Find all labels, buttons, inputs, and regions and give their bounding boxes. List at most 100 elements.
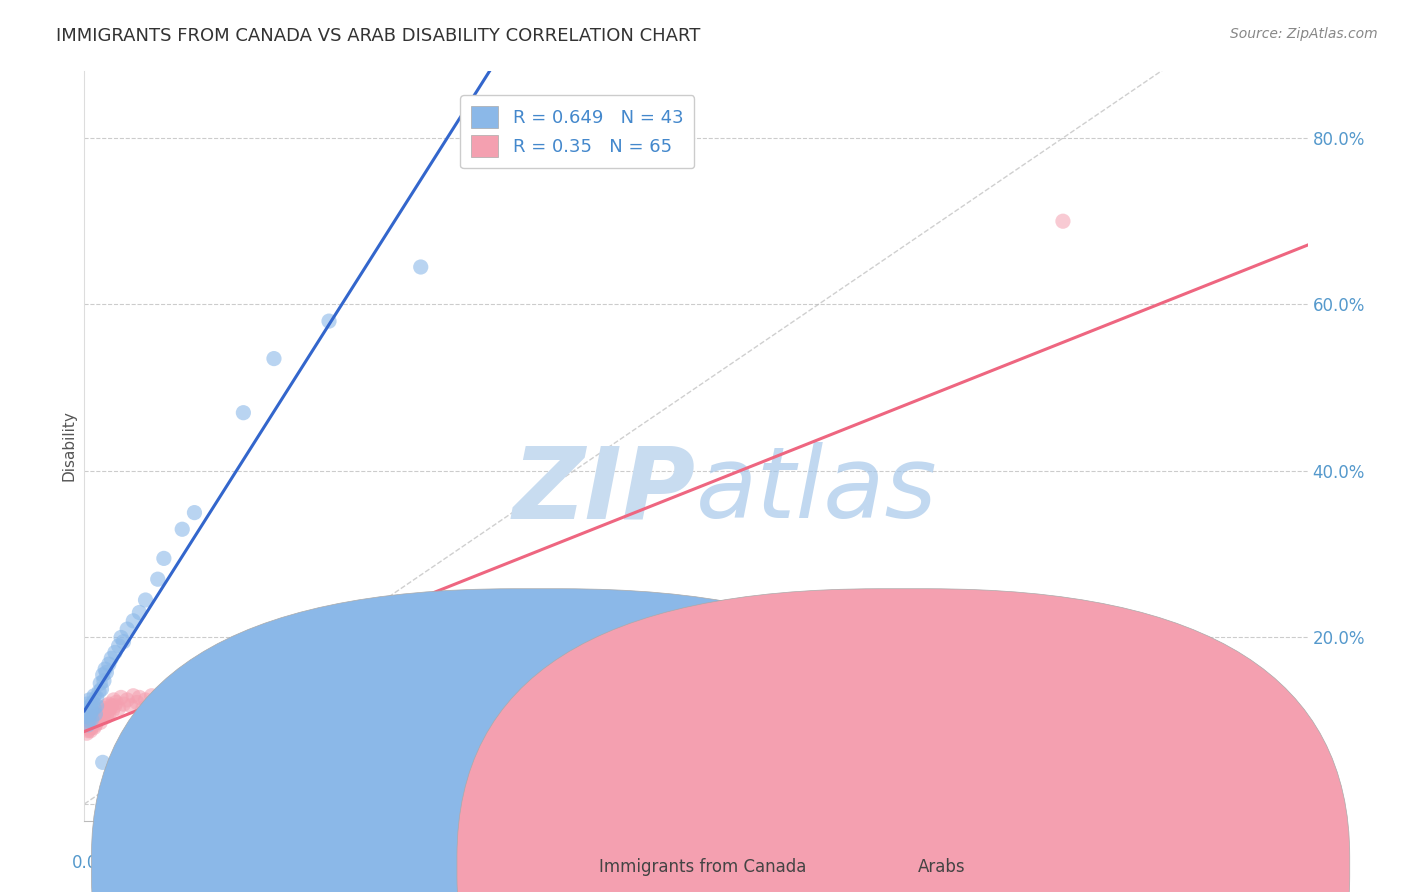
Point bbox=[440, 693, 463, 707]
Point bbox=[86, 707, 108, 722]
Point bbox=[80, 704, 103, 718]
Text: Immigrants from Canada: Immigrants from Canada bbox=[599, 858, 807, 876]
Point bbox=[84, 707, 107, 722]
Point bbox=[132, 701, 155, 715]
Point bbox=[128, 606, 150, 620]
Point bbox=[76, 697, 98, 711]
Point bbox=[219, 693, 242, 707]
Point bbox=[287, 695, 309, 709]
Point bbox=[77, 706, 100, 720]
Point bbox=[76, 701, 98, 715]
Text: Source: ZipAtlas.com: Source: ZipAtlas.com bbox=[1230, 27, 1378, 41]
Point bbox=[97, 707, 120, 722]
Point bbox=[135, 693, 157, 707]
Point bbox=[77, 714, 100, 728]
Point bbox=[172, 693, 194, 707]
Point bbox=[257, 693, 280, 707]
Point bbox=[153, 695, 176, 709]
Point bbox=[245, 687, 267, 701]
Point bbox=[87, 684, 110, 698]
Point bbox=[100, 698, 122, 713]
Point bbox=[100, 651, 122, 665]
Point bbox=[409, 260, 432, 274]
Point bbox=[125, 695, 148, 709]
Point bbox=[91, 756, 114, 770]
Point bbox=[80, 712, 103, 726]
FancyBboxPatch shape bbox=[91, 589, 984, 892]
Point bbox=[90, 682, 112, 697]
Point bbox=[183, 687, 205, 701]
Point bbox=[120, 698, 142, 713]
Point bbox=[84, 718, 107, 732]
Point bbox=[107, 639, 129, 653]
Point bbox=[263, 351, 285, 366]
Point bbox=[96, 665, 118, 680]
Point bbox=[93, 673, 115, 688]
Point bbox=[1052, 214, 1074, 228]
Point bbox=[367, 697, 389, 711]
Point bbox=[128, 690, 150, 705]
Point bbox=[122, 689, 145, 703]
Point bbox=[165, 690, 187, 705]
Point bbox=[112, 697, 135, 711]
Point bbox=[77, 718, 100, 732]
Point bbox=[104, 645, 127, 659]
Point bbox=[91, 668, 114, 682]
Point bbox=[91, 709, 114, 723]
Point bbox=[104, 698, 127, 713]
Point bbox=[105, 695, 128, 709]
Point bbox=[110, 631, 132, 645]
Point bbox=[94, 662, 117, 676]
Point bbox=[86, 690, 108, 705]
Point bbox=[91, 701, 114, 715]
Point bbox=[159, 687, 181, 701]
Point bbox=[208, 684, 231, 698]
Point bbox=[146, 690, 169, 705]
Point bbox=[75, 709, 97, 723]
Point bbox=[96, 709, 118, 723]
Point bbox=[183, 506, 205, 520]
Point bbox=[87, 712, 110, 726]
Y-axis label: Disability: Disability bbox=[60, 410, 76, 482]
Point bbox=[79, 723, 101, 738]
Point bbox=[76, 715, 98, 730]
Point bbox=[318, 689, 340, 703]
Point bbox=[232, 690, 254, 705]
Point bbox=[83, 714, 105, 728]
Point bbox=[79, 718, 101, 732]
Point bbox=[269, 689, 291, 703]
Text: ZIP: ZIP bbox=[513, 442, 696, 540]
Point bbox=[97, 657, 120, 672]
Point bbox=[89, 715, 111, 730]
Point bbox=[103, 693, 125, 707]
Point bbox=[153, 551, 176, 566]
Point bbox=[94, 704, 117, 718]
Point bbox=[87, 709, 110, 723]
Point bbox=[77, 723, 100, 738]
Point bbox=[77, 722, 100, 736]
Point bbox=[97, 697, 120, 711]
Point bbox=[86, 698, 108, 713]
Point bbox=[110, 690, 132, 705]
Point bbox=[75, 720, 97, 734]
Point bbox=[82, 709, 104, 723]
FancyBboxPatch shape bbox=[457, 589, 1350, 892]
Point bbox=[83, 701, 105, 715]
Text: 0.0%: 0.0% bbox=[72, 855, 114, 872]
Point bbox=[86, 715, 108, 730]
Point bbox=[112, 634, 135, 648]
Point bbox=[83, 689, 105, 703]
Point bbox=[195, 690, 218, 705]
Point bbox=[83, 720, 105, 734]
Point bbox=[79, 707, 101, 722]
Point bbox=[318, 314, 340, 328]
Point bbox=[93, 707, 115, 722]
Text: 100.0%: 100.0% bbox=[1257, 855, 1320, 872]
Point bbox=[79, 698, 101, 713]
Point bbox=[115, 693, 138, 707]
Point bbox=[76, 726, 98, 740]
Point bbox=[172, 522, 194, 536]
Text: Arabs: Arabs bbox=[918, 858, 966, 876]
Point bbox=[90, 706, 112, 720]
Point bbox=[141, 689, 163, 703]
